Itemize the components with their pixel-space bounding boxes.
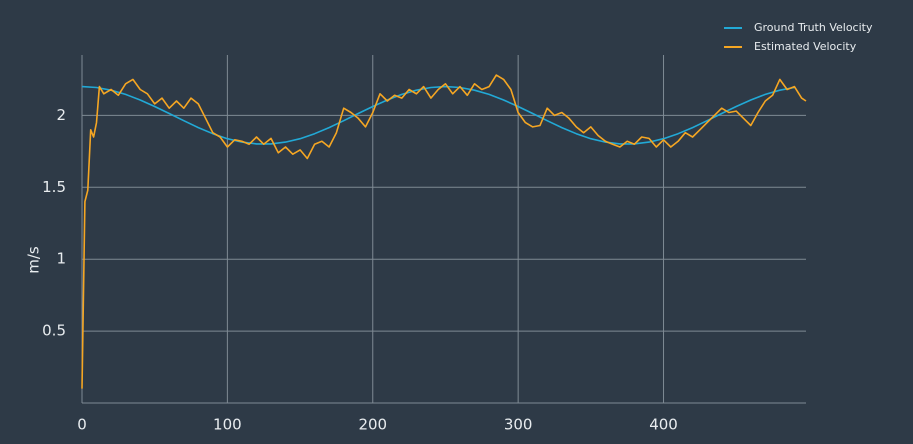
- x-tick-label: 300: [504, 416, 533, 434]
- y-tick-label: 1: [56, 250, 66, 268]
- y-tick-label: 2: [56, 106, 66, 124]
- y-tick-label: 0.5: [42, 322, 66, 340]
- legend-label: Ground Truth Velocity: [754, 21, 873, 34]
- y-axis-label: m/s: [25, 246, 43, 274]
- series-line: [81, 74, 807, 389]
- legend-label: Estimated Velocity: [754, 40, 857, 53]
- y-tick-label: 1.5: [42, 178, 66, 196]
- x-tick-label: 0: [77, 416, 87, 434]
- x-tick-label: 400: [649, 416, 678, 434]
- x-tick-label: 200: [358, 416, 387, 434]
- x-tick-label: 100: [213, 416, 242, 434]
- series-line: [81, 85, 795, 145]
